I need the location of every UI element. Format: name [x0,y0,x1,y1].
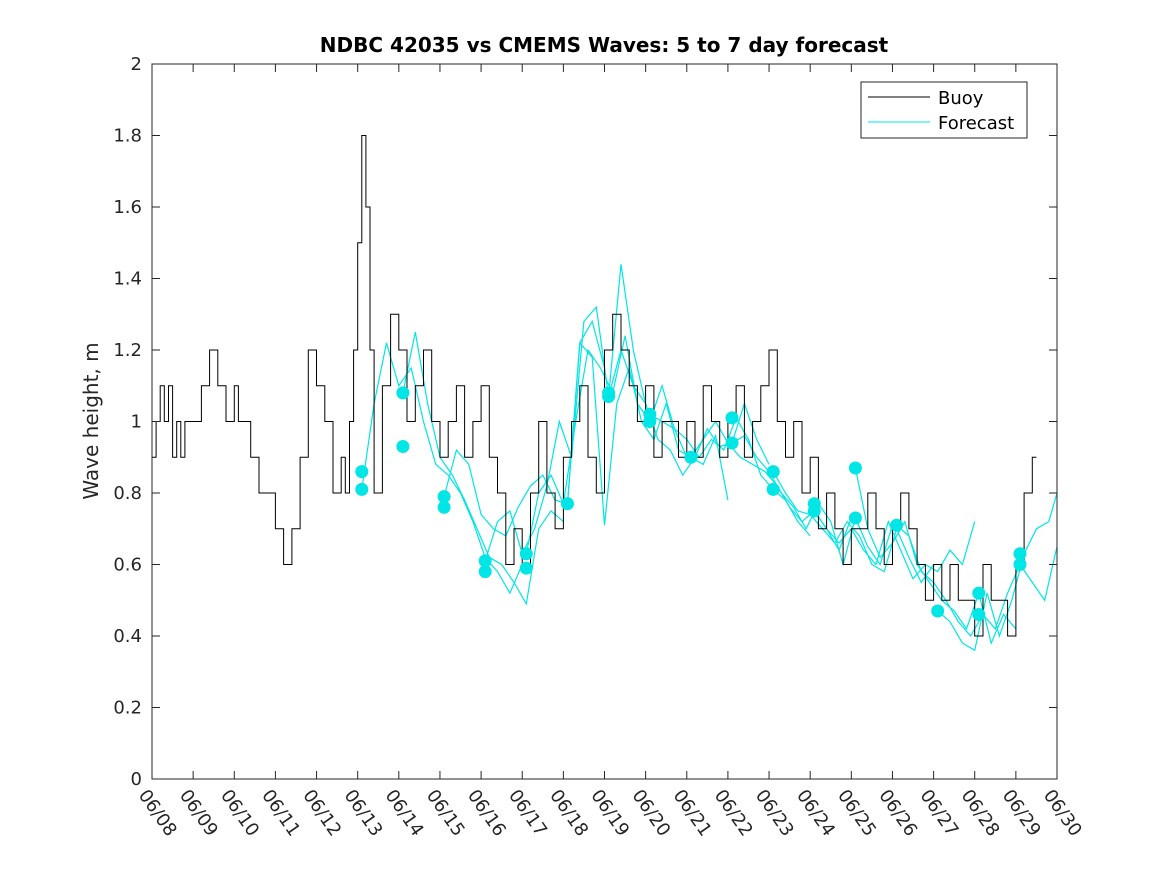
forecast-marker [766,482,780,496]
forecast-marker [561,497,574,511]
forecast-marker [725,436,739,450]
forecast-marker [848,461,862,475]
forecast-marker [848,511,862,525]
forecast-marker [396,386,410,400]
legend-buoy-label: Buoy [938,88,984,109]
y-tick-label: 2 [131,54,142,75]
forecast-marker [478,565,492,579]
forecast-run-line-4 [484,264,647,562]
forecast-run-line-14 [896,524,1057,638]
y-tick-label: 1.8 [113,126,142,147]
forecast-marker [355,482,369,496]
y-tick-label: 1.4 [113,269,142,290]
forecast-marker [519,561,533,575]
forecast-marker [684,450,698,464]
y-axis-label: Wave height, m [79,342,103,499]
forecast-marker [766,465,780,479]
forecast-marker [1013,558,1027,571]
y-tick-label: 1.6 [113,197,142,218]
chart-title: NDBC 42035 vs CMEMS Waves: 5 to 7 day fo… [320,33,889,57]
y-tick-label: 0.6 [113,555,142,576]
buoy-line [152,135,1037,637]
forecast-run-line-7 [608,347,770,477]
forecast-marker [437,490,451,504]
forecast-marker [1013,547,1027,561]
forecast-marker [890,518,904,532]
forecast-marker [807,504,821,518]
forecast-marker [519,547,533,561]
forecast-run-line-8 [649,413,811,537]
y-tick-label: 0 [131,769,142,790]
y-tick-label: 1 [131,412,142,433]
y-tick-label: 1.2 [113,340,142,361]
legend: Buoy Forecast [860,81,1028,139]
forecast-run-line-12 [813,510,976,580]
forecast-run-line-15 [937,492,1057,652]
forecast-run-line-5 [525,335,688,554]
forecast-marker [931,604,945,618]
legend-box [860,81,1028,139]
forecast-marker [478,554,492,568]
forecast-marker [972,608,986,621]
forecast-run-line-13 [854,467,1017,645]
data-layer [152,135,1057,652]
forecast-marker [355,465,369,479]
forecast-marker [437,500,451,514]
forecast-run-line-6 [566,341,729,526]
forecast-run-line-2 [402,331,564,606]
forecast-marker [396,440,410,453]
legend-forecast-label: Forecast [938,113,1014,134]
plot-content [152,135,1057,652]
forecast-marker [602,390,616,403]
forecast-marker [643,415,657,428]
forecast-marker [972,586,986,600]
y-tick-label: 0.2 [113,698,142,719]
y-tick-label: 0.4 [113,626,142,647]
y-tick-label: 0.8 [113,483,142,504]
forecast-run-line-1 [361,342,523,595]
forecast-marker [725,411,739,425]
